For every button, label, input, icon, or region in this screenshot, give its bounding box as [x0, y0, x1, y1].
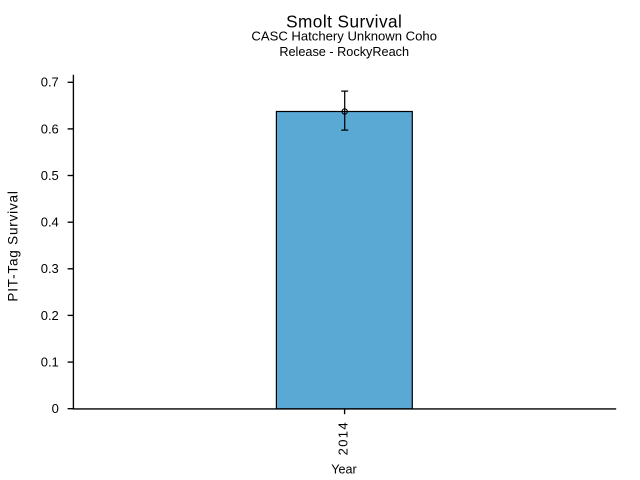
- svg-text:0.6: 0.6: [41, 121, 59, 136]
- svg-text:CASC Hatchery Unknown Coho: CASC Hatchery Unknown Coho: [251, 29, 437, 44]
- svg-text:Year: Year: [331, 462, 356, 476]
- svg-text:0.2: 0.2: [41, 308, 59, 323]
- svg-text:0: 0: [52, 401, 59, 416]
- svg-text:0.1: 0.1: [41, 355, 59, 370]
- svg-text:2014: 2014: [336, 421, 351, 455]
- svg-text:0.5: 0.5: [41, 168, 59, 183]
- svg-text:Release - RockyReach: Release - RockyReach: [279, 45, 409, 59]
- svg-text:0.4: 0.4: [41, 215, 59, 230]
- svg-text:Smolt Survival: Smolt Survival: [286, 12, 402, 32]
- svg-text:0.3: 0.3: [41, 261, 59, 276]
- svg-text:0.7: 0.7: [41, 75, 59, 90]
- svg-text:PIT-Tag Survival: PIT-Tag Survival: [5, 190, 20, 301]
